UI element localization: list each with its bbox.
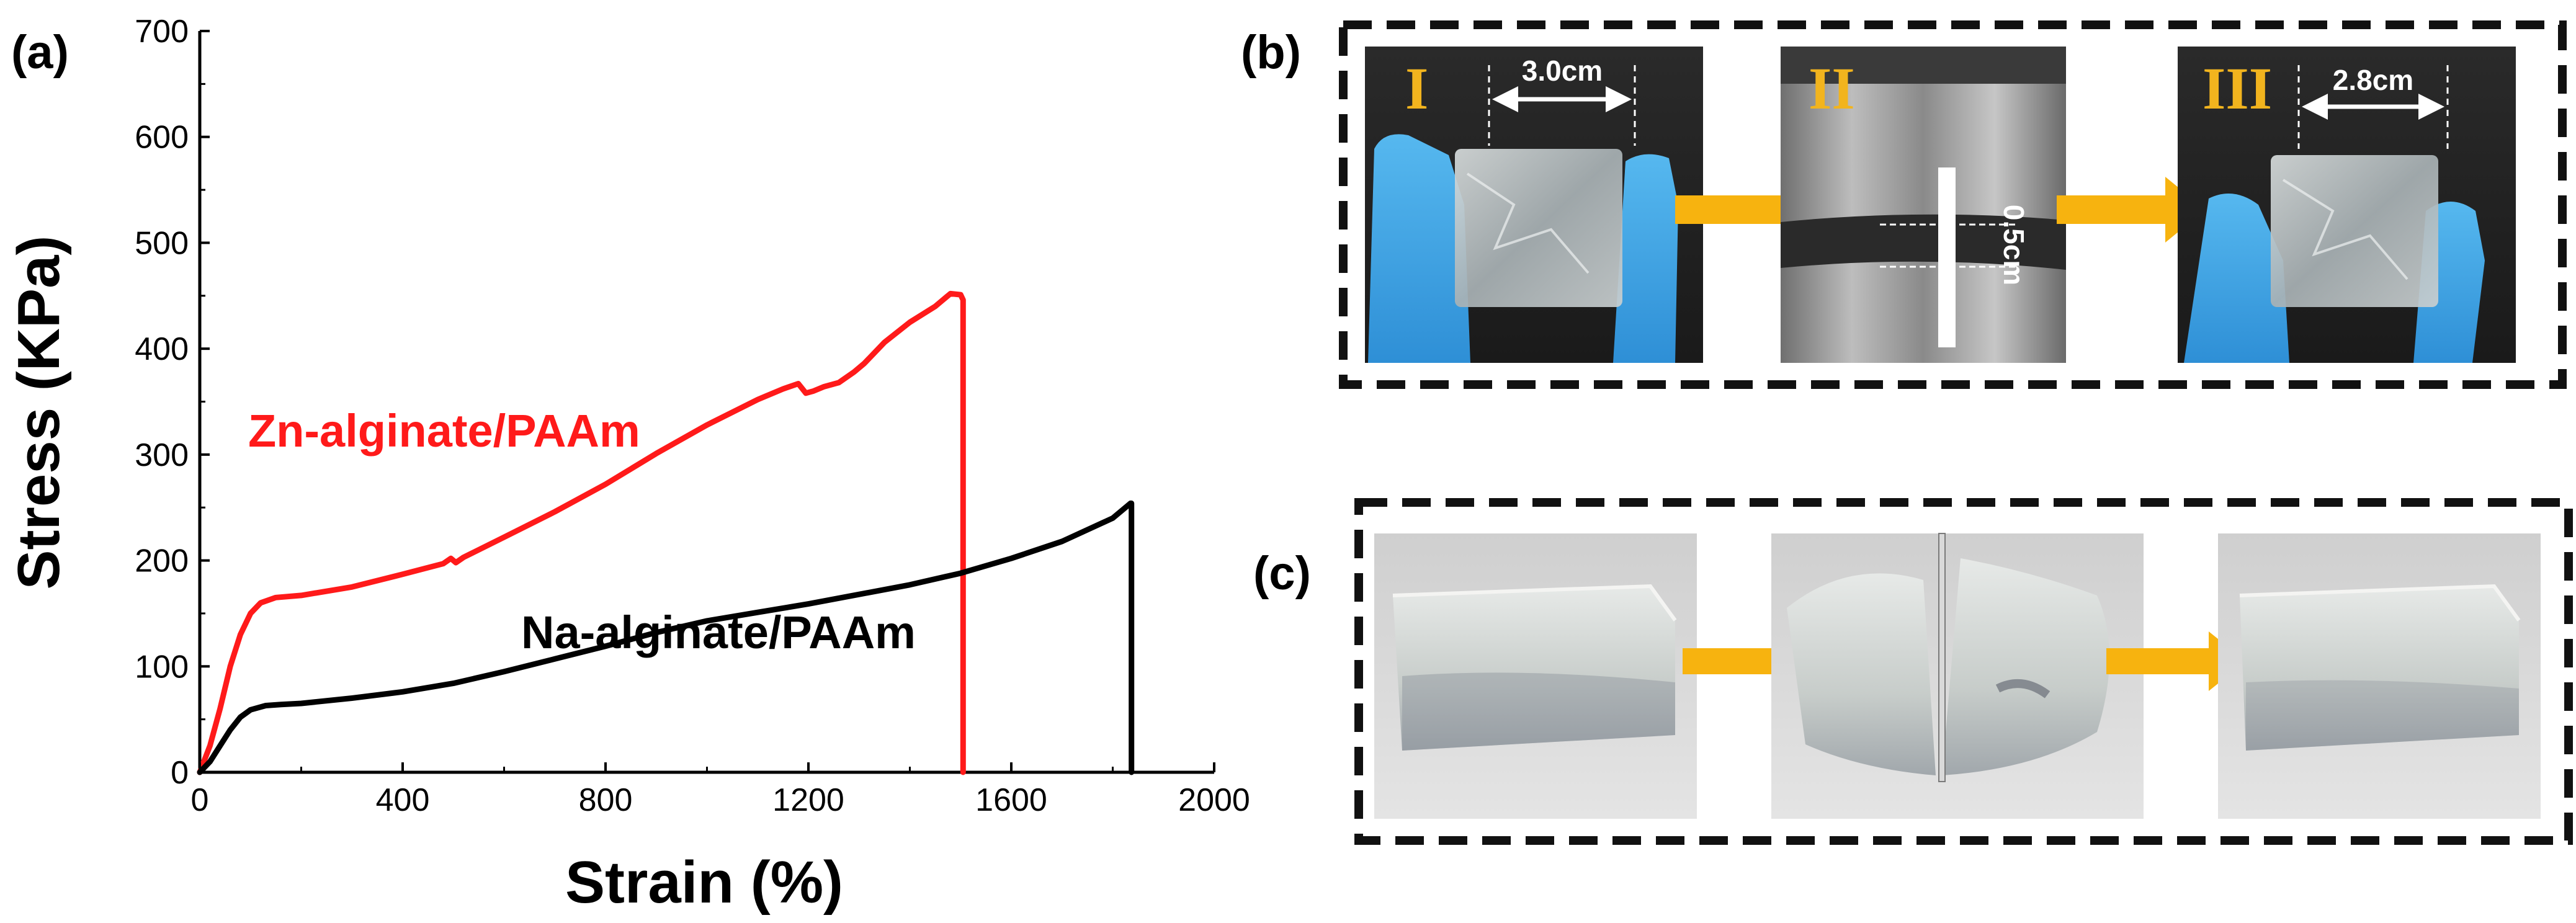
x-axis-title: Strain (%) xyxy=(565,849,843,916)
arrow-b2 xyxy=(2057,177,2206,243)
photo-c1 xyxy=(1374,533,1697,819)
y-tick-label: 600 xyxy=(135,120,189,156)
y-tick-label: 500 xyxy=(135,225,189,261)
photo-c2 xyxy=(1771,533,2144,819)
y-axis-title: Stress (KPa) xyxy=(6,236,72,590)
y-tick-label: 400 xyxy=(135,331,189,367)
dim-label-2: 0.5cm xyxy=(1998,205,2030,285)
panel-label-c: (c) xyxy=(1253,547,1311,600)
chart-axes xyxy=(198,31,1214,774)
arrow-c2 xyxy=(2106,631,2246,691)
panel-label-a: (a) xyxy=(11,26,69,79)
x-tick-label: 1600 xyxy=(975,782,1047,818)
stage-label-3: III xyxy=(2203,55,2272,122)
y-tick-label: 0 xyxy=(171,755,189,791)
dim-label-3: 2.8cm xyxy=(2333,64,2413,96)
series-layer xyxy=(197,290,1135,775)
series-line-na-alginate xyxy=(197,500,1135,775)
photo-b2: II 0.5cm xyxy=(1781,47,2066,363)
y-tick-label: 200 xyxy=(135,543,189,579)
stress-strain-chart: 0 400 800 1200 1600 2000 0 100 200 300 400 500 600 70… xyxy=(135,14,1250,818)
x-tick-label: 400 xyxy=(376,782,430,818)
panel-label-b: (b) xyxy=(1241,26,1301,79)
y-tick-label: 300 xyxy=(135,437,189,473)
stage-label-1: I xyxy=(1405,55,1428,122)
tick-layer: 0 400 800 1200 1600 2000 0 100 200 300 400 500 600 70… xyxy=(135,14,1250,818)
x-tick-label: 2000 xyxy=(1178,782,1250,818)
stage-label-2: II xyxy=(1809,55,1855,122)
series-line-zn-alginate xyxy=(197,290,966,775)
panel-c-frame xyxy=(1354,498,2573,845)
x-tick-label: 1200 xyxy=(772,782,844,818)
panel-b-frame xyxy=(1339,20,2567,389)
photo-b3: III 2.8cm xyxy=(2178,47,2516,363)
x-tick-label: 0 xyxy=(191,782,209,818)
y-tick-label: 700 xyxy=(135,14,189,50)
y-tick-label: 100 xyxy=(135,649,189,685)
photo-b1: I 3.0cm xyxy=(1365,47,1703,363)
dim-label-1: 3.0cm xyxy=(1522,55,1603,87)
photo-c3 xyxy=(2218,533,2541,819)
series-label-zn: Zn-alginate/PAAm xyxy=(248,405,640,457)
series-label-na: Na-alginate/PAAm xyxy=(521,607,916,658)
x-tick-label: 800 xyxy=(579,782,633,818)
